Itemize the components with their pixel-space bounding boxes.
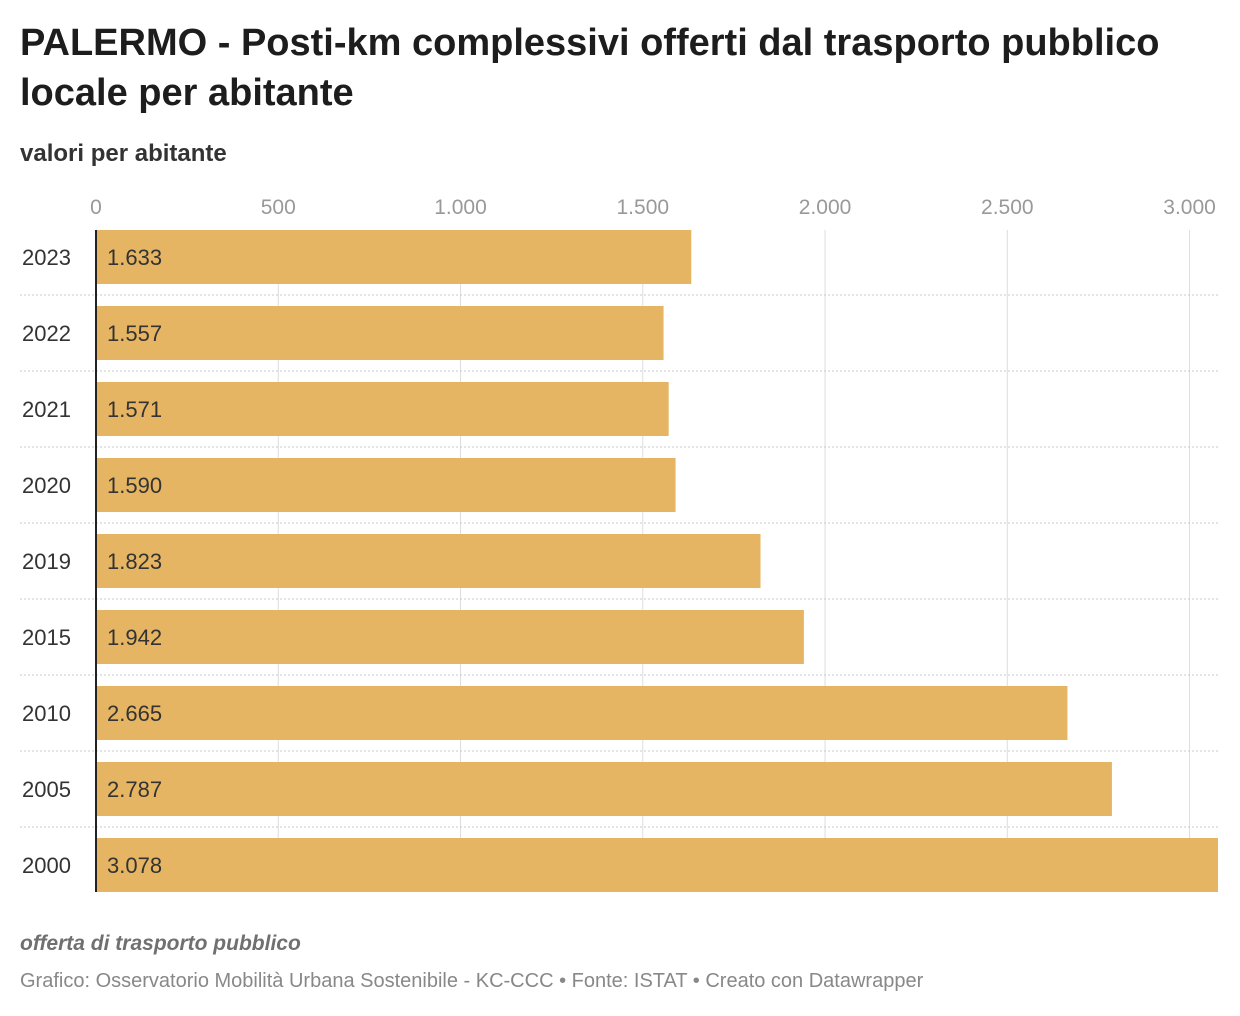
value-label: 1.942 [107,625,162,650]
bar [96,838,1218,892]
x-tick-label: 1.500 [617,196,670,219]
category-label: 2023 [22,245,71,270]
category-label: 2010 [22,701,71,726]
x-tick-label: 2.000 [799,196,852,219]
category-label: 2005 [22,777,71,802]
value-label: 1.571 [107,397,162,422]
category-label: 2021 [22,397,71,422]
value-label: 2.665 [107,701,162,726]
value-label: 1.557 [107,321,162,346]
chart-credits: Grafico: Osservatorio Mobilità Urbana So… [20,970,924,992]
value-label: 1.590 [107,473,162,498]
value-label: 1.823 [107,549,162,574]
value-label: 2.787 [107,777,162,802]
bar [96,610,804,664]
chart-notes: offerta di trasporto pubblico [20,932,301,955]
x-tick-label: 0 [90,196,102,219]
category-label: 2022 [22,321,71,346]
chart-subtitle: valori per abitante [20,140,227,167]
bar [96,534,761,588]
bar [96,686,1068,740]
chart-title: PALERMO - Posti-km complessivi offerti d… [20,22,1160,114]
bar [96,230,692,284]
bar [96,306,664,360]
bar [96,382,669,436]
x-tick-label: 3.000 [1163,196,1216,219]
category-label: 2015 [22,625,71,650]
x-tick-label: 500 [261,196,296,219]
bar [96,762,1112,816]
value-label: 3.078 [107,853,162,878]
value-label: 1.633 [107,245,162,270]
category-label: 2000 [22,853,71,878]
category-label: 2020 [22,473,71,498]
category-label: 2019 [22,549,71,574]
x-tick-label: 1.000 [434,196,487,219]
bar [96,458,676,512]
x-tick-label: 2.500 [981,196,1034,219]
